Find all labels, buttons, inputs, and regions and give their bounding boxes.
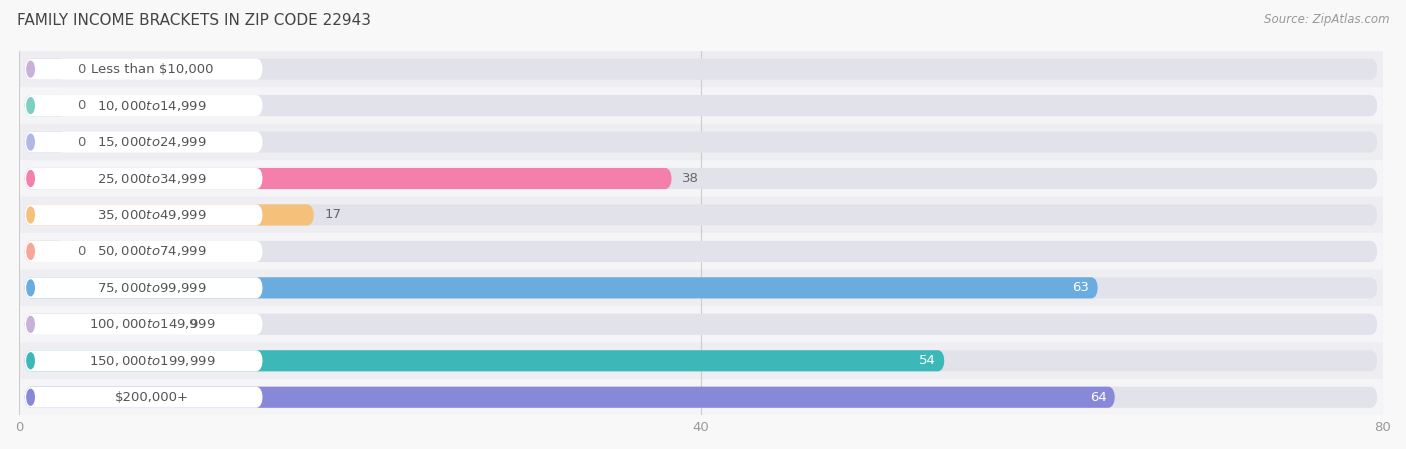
FancyBboxPatch shape — [24, 314, 263, 335]
Text: 64: 64 — [1090, 391, 1107, 404]
FancyBboxPatch shape — [24, 95, 67, 116]
FancyBboxPatch shape — [24, 58, 1378, 80]
Text: $150,000 to $199,999: $150,000 to $199,999 — [89, 354, 215, 368]
FancyBboxPatch shape — [20, 343, 1382, 379]
FancyBboxPatch shape — [24, 277, 263, 299]
FancyBboxPatch shape — [24, 277, 1098, 299]
Text: $50,000 to $74,999: $50,000 to $74,999 — [97, 244, 207, 259]
FancyBboxPatch shape — [24, 241, 67, 262]
FancyBboxPatch shape — [20, 197, 1382, 233]
FancyBboxPatch shape — [24, 350, 263, 371]
Text: $10,000 to $14,999: $10,000 to $14,999 — [97, 99, 207, 113]
Text: $200,000+: $200,000+ — [115, 391, 190, 404]
FancyBboxPatch shape — [24, 58, 67, 80]
FancyBboxPatch shape — [20, 88, 1382, 124]
FancyBboxPatch shape — [20, 51, 1382, 88]
FancyBboxPatch shape — [24, 132, 263, 153]
Circle shape — [27, 98, 34, 114]
Text: 0: 0 — [77, 245, 86, 258]
Text: 0: 0 — [77, 99, 86, 112]
FancyBboxPatch shape — [24, 168, 1378, 189]
FancyBboxPatch shape — [24, 241, 263, 262]
FancyBboxPatch shape — [24, 132, 67, 153]
FancyBboxPatch shape — [24, 168, 672, 189]
FancyBboxPatch shape — [24, 387, 1115, 408]
Circle shape — [27, 317, 34, 332]
Circle shape — [27, 207, 34, 223]
FancyBboxPatch shape — [24, 95, 263, 116]
Text: 63: 63 — [1073, 282, 1090, 295]
Text: 0: 0 — [77, 63, 86, 75]
FancyBboxPatch shape — [20, 270, 1382, 306]
FancyBboxPatch shape — [24, 387, 263, 408]
FancyBboxPatch shape — [24, 95, 1378, 116]
FancyBboxPatch shape — [24, 204, 263, 225]
FancyBboxPatch shape — [24, 350, 1378, 371]
FancyBboxPatch shape — [20, 160, 1382, 197]
FancyBboxPatch shape — [20, 233, 1382, 270]
Circle shape — [27, 389, 34, 405]
Text: 9: 9 — [188, 318, 197, 331]
Circle shape — [27, 171, 34, 186]
Circle shape — [27, 353, 34, 369]
FancyBboxPatch shape — [24, 387, 1378, 408]
Text: $35,000 to $49,999: $35,000 to $49,999 — [97, 208, 207, 222]
Text: $100,000 to $149,999: $100,000 to $149,999 — [89, 317, 215, 331]
Text: 17: 17 — [325, 208, 342, 221]
Text: 38: 38 — [682, 172, 699, 185]
FancyBboxPatch shape — [24, 58, 263, 80]
Circle shape — [27, 61, 34, 77]
FancyBboxPatch shape — [24, 277, 1378, 299]
Text: 0: 0 — [77, 136, 86, 149]
FancyBboxPatch shape — [24, 350, 945, 371]
Text: $15,000 to $24,999: $15,000 to $24,999 — [97, 135, 207, 149]
Text: FAMILY INCOME BRACKETS IN ZIP CODE 22943: FAMILY INCOME BRACKETS IN ZIP CODE 22943 — [17, 13, 371, 28]
Text: Less than $10,000: Less than $10,000 — [91, 63, 214, 75]
FancyBboxPatch shape — [24, 314, 1378, 335]
FancyBboxPatch shape — [24, 132, 1378, 153]
FancyBboxPatch shape — [24, 168, 263, 189]
FancyBboxPatch shape — [20, 124, 1382, 160]
Circle shape — [27, 280, 34, 296]
Text: Source: ZipAtlas.com: Source: ZipAtlas.com — [1264, 13, 1389, 26]
FancyBboxPatch shape — [24, 204, 1378, 225]
FancyBboxPatch shape — [24, 241, 1378, 262]
FancyBboxPatch shape — [20, 379, 1382, 415]
Text: $25,000 to $34,999: $25,000 to $34,999 — [97, 172, 207, 185]
FancyBboxPatch shape — [24, 314, 177, 335]
Circle shape — [27, 134, 34, 150]
Text: 54: 54 — [920, 354, 936, 367]
Circle shape — [27, 243, 34, 260]
Text: $75,000 to $99,999: $75,000 to $99,999 — [97, 281, 207, 295]
FancyBboxPatch shape — [24, 204, 314, 225]
FancyBboxPatch shape — [20, 306, 1382, 343]
